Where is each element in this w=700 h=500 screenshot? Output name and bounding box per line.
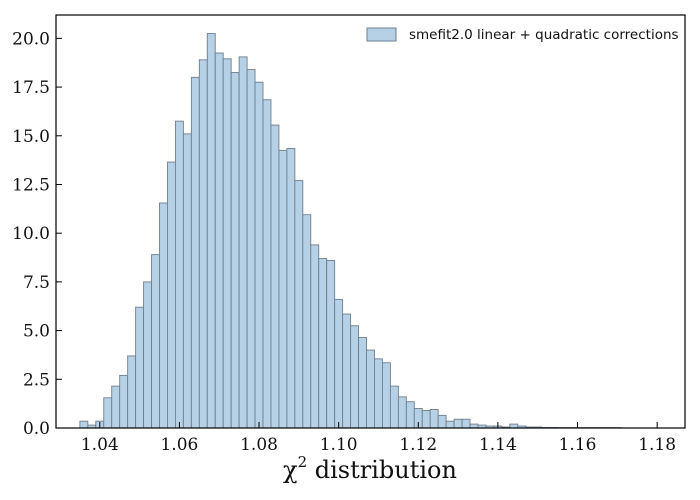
x-axis-title-text: distribution (307, 456, 457, 484)
y-tick-label: 2.5 (23, 370, 50, 390)
histogram-bar (111, 385, 121, 429)
histogram-bar (326, 260, 336, 429)
histogram-bar (302, 214, 312, 429)
histogram-bar (143, 281, 152, 429)
legend-label: smefit2.0 linear + quadratic corrections (409, 27, 679, 43)
histogram-bar (421, 410, 431, 429)
histogram-bar (358, 336, 367, 429)
histogram-bar (167, 161, 176, 429)
histogram-bar (445, 420, 455, 429)
histogram-bar (366, 349, 375, 429)
histogram-bar (334, 298, 344, 429)
histogram-bar (127, 355, 137, 429)
x-tick-label: 1.04 (81, 435, 119, 455)
histogram-bar (461, 418, 471, 429)
histogram-bar (262, 99, 272, 429)
histogram-bar (405, 401, 415, 429)
histogram-bar (310, 244, 320, 429)
histogram-bar (238, 56, 248, 429)
histogram-bar (397, 396, 407, 429)
histogram-bar (182, 133, 192, 429)
x-tick-label: 1.08 (240, 435, 278, 455)
histogram-bar (350, 325, 359, 429)
histogram-bar (381, 362, 391, 429)
y-tick-label: 17.5 (12, 78, 50, 98)
x-tick-label: 1.10 (320, 435, 358, 455)
histogram-bar (374, 358, 383, 429)
y-tick-label: 15.0 (12, 127, 50, 147)
histogram-bar (222, 58, 232, 429)
histogram-bar (198, 59, 208, 429)
y-tick-label: 10.0 (12, 224, 50, 244)
histogram-bar (206, 33, 216, 429)
x-tick-label: 1.14 (479, 435, 517, 455)
y-tick-label: 20.0 (12, 29, 50, 49)
histogram-bar (103, 397, 113, 429)
histogram-bar (214, 52, 224, 429)
histogram-bar (453, 418, 463, 429)
y-tick-label: 7.5 (23, 273, 50, 293)
histogram-bar (254, 81, 264, 429)
histogram-bar (437, 414, 447, 429)
x-axis-title: χ2 distribution (283, 453, 457, 484)
legend: smefit2.0 linear + quadratic corrections (366, 27, 679, 43)
histogram-bar (294, 180, 304, 429)
x-axis-title-chi: χ (283, 456, 298, 484)
histogram-bar (318, 258, 328, 429)
histogram-bar (230, 72, 240, 429)
histogram-bar (151, 254, 160, 429)
legend-swatch (366, 27, 397, 42)
x-tick-label: 1.12 (399, 435, 437, 455)
histogram-bar (389, 385, 399, 429)
x-axis-title-superscript: 2 (298, 453, 308, 471)
histogram-bar (270, 124, 280, 429)
y-tick-label: 5.0 (23, 322, 50, 342)
histogram-bar (174, 120, 184, 429)
histogram-bar (135, 306, 145, 429)
histogram-bar (286, 147, 296, 429)
histogram-bar (278, 149, 288, 429)
x-tick-label: 1.18 (638, 435, 676, 455)
histogram-bar (79, 420, 89, 429)
histogram-bar (190, 76, 200, 429)
y-axis-ticks: 0.0 2.5 5.0 7.5 10.0 12.5 15.0 17.5 20.0 (12, 29, 62, 439)
x-tick-label: 1.16 (559, 435, 597, 455)
histogram-bar (119, 374, 129, 429)
histogram-bar (159, 202, 168, 429)
histogram-bar (429, 409, 439, 429)
histogram-bar (342, 313, 352, 429)
histogram-bars (79, 33, 622, 429)
x-axis-ticks: 1.04 1.06 1.08 1.10 1.12 1.14 1.16 1.18 (81, 422, 676, 455)
plot-frame (55, 14, 686, 429)
y-tick-label: 0.0 (23, 419, 50, 439)
x-tick-label: 1.06 (160, 435, 198, 455)
histogram-bar (246, 69, 256, 429)
y-tick-label: 12.5 (12, 175, 50, 195)
